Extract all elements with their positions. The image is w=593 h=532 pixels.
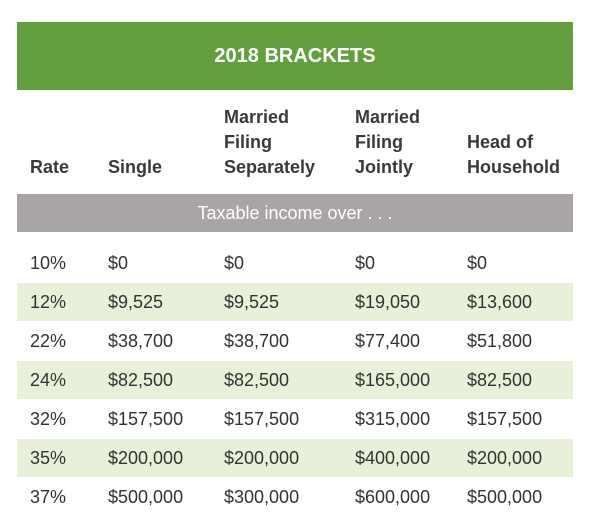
amount-cell: $315,000: [355, 409, 431, 429]
amount-cell: $200,000: [467, 448, 543, 468]
amount-cell: $500,000: [108, 487, 184, 507]
column-header: Separately: [224, 157, 316, 177]
amount-cell: $77,400: [355, 331, 421, 351]
amount-cell: $38,700: [224, 331, 290, 351]
subheader: Taxable income over . . .: [17, 194, 573, 232]
column-header: Married: [355, 107, 421, 127]
column-header: Head of: [467, 132, 534, 152]
rate-cell: 24%: [30, 370, 67, 390]
amount-cell: $300,000: [224, 487, 300, 507]
amount-cell: $9,525: [224, 292, 280, 312]
rate-cell: 10%: [30, 253, 67, 273]
rate-cell: 12%: [30, 292, 67, 312]
column-header: Filing: [355, 132, 403, 152]
column-header: Rate: [30, 157, 70, 177]
amount-cell: $0: [355, 253, 376, 273]
amount-cell: $13,600: [467, 292, 533, 312]
amount-cell: $165,000: [355, 370, 431, 390]
amount-cell: $200,000: [108, 448, 184, 468]
rate-cell: 22%: [30, 331, 67, 351]
amount-cell: $600,000: [355, 487, 431, 507]
amount-cell: $9,525: [108, 292, 164, 312]
amount-cell: $157,500: [108, 409, 184, 429]
rate-cell: 32%: [30, 409, 67, 429]
amount-cell: $157,500: [467, 409, 543, 429]
amount-cell: $82,500: [224, 370, 290, 390]
amount-cell: $19,050: [355, 292, 421, 312]
amount-cell: $0: [108, 253, 129, 273]
amount-cell: $157,500: [224, 409, 300, 429]
column-header: Single: [108, 157, 163, 177]
row-shade: [17, 283, 573, 321]
rate-cell: 35%: [30, 448, 67, 468]
column-header: Household: [467, 157, 560, 177]
amount-cell: $51,800: [467, 331, 533, 351]
rate-cell: 37%: [30, 487, 67, 507]
row-shade: [17, 439, 573, 477]
amount-cell: $82,500: [467, 370, 533, 390]
amount-cell: $500,000: [467, 487, 543, 507]
amount-cell: $0: [224, 253, 245, 273]
column-header: Filing: [224, 132, 272, 152]
column-header: Jointly: [355, 157, 414, 177]
amount-cell: $400,000: [355, 448, 431, 468]
amount-cell: $200,000: [224, 448, 300, 468]
row-shade: [17, 361, 573, 399]
column-header: Married: [224, 107, 290, 127]
amount-cell: $38,700: [108, 331, 174, 351]
amount-cell: $82,500: [108, 370, 174, 390]
title: 2018 BRACKETS: [17, 22, 573, 90]
amount-cell: $0: [467, 253, 488, 273]
